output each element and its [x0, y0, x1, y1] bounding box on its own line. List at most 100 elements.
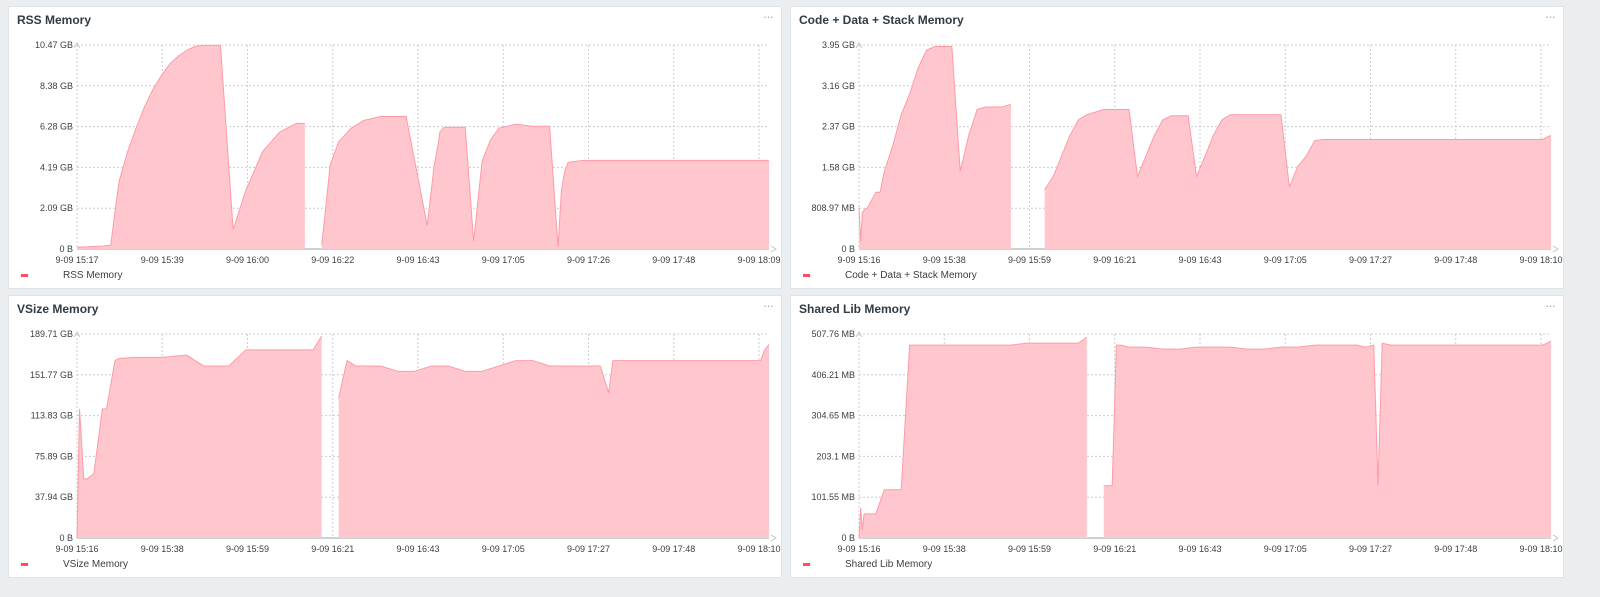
x-tick-label: 9-09 15:38: [923, 544, 966, 554]
x-tick-label: 9-09 15:59: [1008, 255, 1051, 265]
x-tick-label: 9-09 18:09: [737, 255, 780, 265]
legend-label: VSize Memory: [63, 559, 129, 570]
y-tick-label: 37.94 GB: [35, 492, 73, 502]
y-tick-label: 113.83 GB: [31, 411, 73, 421]
y-tick-label: 0 B: [59, 533, 73, 543]
legend-swatch: [803, 563, 810, 566]
legend-label: RSS Memory: [63, 270, 123, 281]
x-tick-label: 9-09 16:43: [396, 544, 439, 554]
legend-label: Code + Data + Stack Memory: [845, 270, 977, 281]
legend[interactable]: Shared Lib Memory: [803, 559, 932, 570]
x-axis-arrow: [1552, 534, 1559, 542]
series-area: [77, 335, 322, 538]
panel-menu-button[interactable]: ···: [763, 9, 774, 24]
y-tick-label: 406.21 MB: [811, 370, 855, 380]
series-line: [1044, 109, 1552, 190]
x-tick-label: 9-09 17:05: [482, 544, 525, 554]
y-tick-label: 101.55 MB: [811, 492, 855, 502]
series-line: [338, 344, 770, 399]
x-tick-label: 9-09 18:10: [1519, 544, 1562, 554]
panel-title: RSS Memory: [17, 13, 92, 27]
y-tick-label: 8.38 GB: [40, 81, 73, 91]
x-tick-label: 9-09 16:43: [1178, 255, 1221, 265]
y-tick-label: 2.09 GB: [40, 203, 73, 213]
x-tick-label: 9-09 16:43: [396, 255, 439, 265]
y-tick-label: 0 B: [841, 244, 855, 254]
y-tick-label: 6.28 GB: [40, 122, 73, 132]
x-axis-arrow: [1552, 245, 1559, 253]
series-area: [321, 116, 769, 249]
x-tick-label: 9-09 16:43: [1178, 544, 1221, 554]
x-axis-arrow: [770, 534, 777, 542]
y-tick-label: 507.76 MB: [811, 329, 855, 339]
y-tick-label: 3.95 GB: [822, 40, 855, 50]
y-tick-label: 151.77 GB: [30, 370, 73, 380]
x-tick-label: 9-09 15:38: [923, 255, 966, 265]
y-axis-arrow: [855, 331, 863, 338]
x-tick-label: 9-09 15:16: [837, 255, 880, 265]
y-tick-label: 304.65 MB: [811, 411, 855, 421]
series-line: [858, 336, 1088, 539]
x-tick-label: 9-09 15:59: [1008, 544, 1051, 554]
legend-swatch: [21, 274, 28, 277]
y-tick-label: 4.19 GB: [40, 162, 73, 172]
x-tick-label: 9-09 15:59: [226, 544, 269, 554]
vsize-memory-panel: VSize Memory ··· 0 B 37.94 GB 75.89 GB 113.83…: [8, 295, 782, 578]
y-tick-label: 203.1 MB: [816, 451, 855, 461]
x-tick-label: 9-09 16:21: [1093, 544, 1136, 554]
x-tick-label: 9-09 16:00: [226, 255, 269, 265]
panel-menu-button[interactable]: ···: [763, 298, 774, 313]
y-tick-label: 0 B: [59, 244, 73, 254]
y-tick-label: 189.71 GB: [30, 329, 73, 339]
x-tick-label: 9-09 17:27: [1349, 544, 1392, 554]
panel-title: VSize Memory: [17, 302, 99, 316]
code-data-stack-memory-panel: Code + Data + Stack Memory ··· 0 B 808.97 M…: [790, 6, 1564, 289]
series-line: [858, 46, 1012, 242]
y-tick-label: 10.47 GB: [35, 40, 73, 50]
y-axis-arrow: [73, 331, 81, 338]
legend-label: Shared Lib Memory: [845, 559, 933, 570]
x-tick-label: 9-09 15:16: [837, 544, 880, 554]
series-line: [1103, 340, 1552, 487]
y-tick-label: 75.89 GB: [35, 451, 73, 461]
x-tick-label: 9-09 18:10: [1519, 255, 1562, 265]
x-tick-label: 9-09 17:48: [1434, 255, 1477, 265]
x-tick-label: 9-09 15:39: [141, 255, 184, 265]
series-line: [76, 335, 323, 539]
series-area: [77, 45, 305, 250]
chart-plot: 0 B 808.97 MB 1.58 GB 2.37 GB 3.16 GB 3.95 GB…: [811, 40, 1562, 265]
x-tick-label: 9-09 16:21: [311, 544, 354, 554]
x-tick-label: 9-09 17:05: [1264, 255, 1307, 265]
legend[interactable]: VSize Memory: [21, 559, 128, 570]
y-tick-label: 1.58 GB: [822, 162, 855, 172]
x-tick-label: 9-09 15:38: [141, 544, 184, 554]
x-tick-label: 9-09 17:26: [567, 255, 610, 265]
panel-menu-button[interactable]: ···: [1545, 9, 1556, 24]
chart-plot: 0 B 37.94 GB 75.89 GB 113.83 GB 151.77 GB 189…: [30, 329, 781, 554]
x-tick-label: 9-09 17:48: [652, 544, 695, 554]
x-tick-label: 9-09 16:21: [1093, 255, 1136, 265]
y-tick-label: 3.16 GB: [822, 81, 855, 91]
shared-lib-memory-panel: Shared Lib Memory ··· 0 B 101.55 MB 203.1 MB…: [790, 295, 1564, 578]
x-tick-label: 9-09 17:05: [482, 255, 525, 265]
series-area: [859, 46, 1011, 250]
legend[interactable]: Code + Data + Stack Memory: [803, 270, 977, 281]
x-axis-arrow: [770, 245, 777, 253]
y-axis-arrow: [73, 42, 81, 49]
y-tick-label: 808.97 MB: [811, 203, 855, 213]
legend[interactable]: RSS Memory: [21, 270, 122, 281]
x-tick-label: 9-09 17:05: [1264, 544, 1307, 554]
x-tick-label: 9-09 17:27: [567, 544, 610, 554]
x-tick-label: 9-09 17:48: [652, 255, 695, 265]
series-area: [1103, 341, 1551, 538]
x-tick-label: 9-09 15:16: [55, 544, 98, 554]
legend-swatch: [803, 274, 810, 277]
legend-swatch: [21, 563, 28, 566]
series-line: [321, 116, 769, 248]
y-tick-label: 2.37 GB: [822, 122, 855, 132]
series-area: [859, 337, 1087, 538]
x-tick-label: 9-09 18:10: [737, 544, 780, 554]
panel-menu-button[interactable]: ···: [1545, 298, 1556, 313]
x-tick-label: 9-09 17:27: [1349, 255, 1392, 265]
panel-title: Shared Lib Memory: [799, 302, 911, 316]
